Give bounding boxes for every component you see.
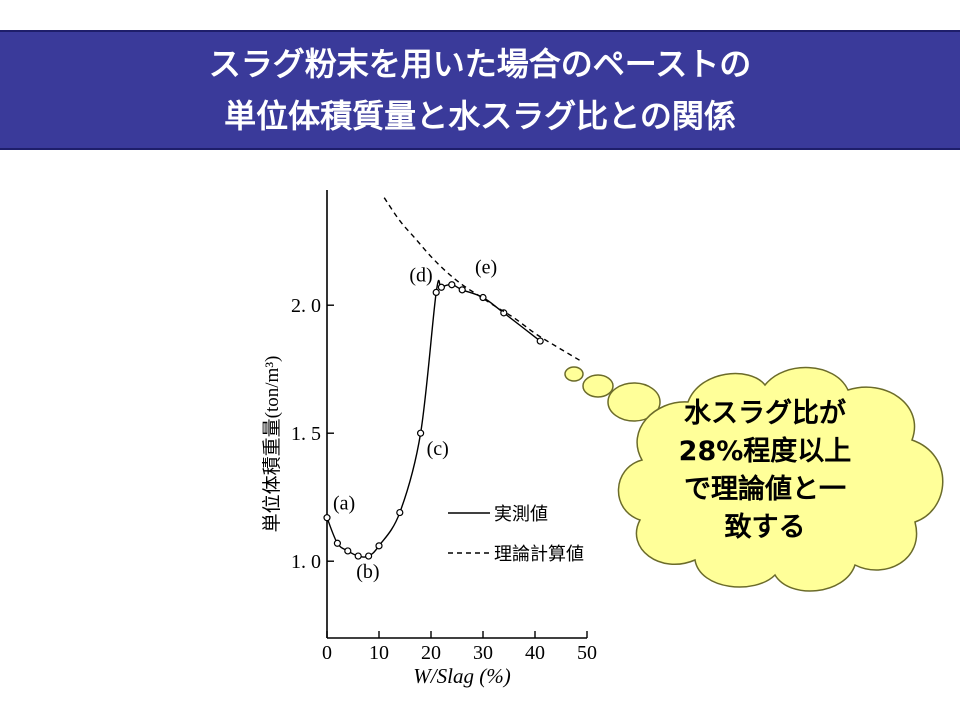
data-point: [448, 281, 456, 289]
callout-line-2: 28%程度以上: [678, 436, 852, 467]
legend-label: 理論計算値: [494, 544, 584, 564]
x-tick-label: 40: [525, 642, 545, 664]
y-tick-label: 1. 0: [291, 551, 321, 573]
callout-line-4: 致する: [724, 512, 806, 543]
callout-line-3: で理論値と一: [684, 474, 846, 505]
data-point: [323, 514, 331, 522]
title-bar: スラグ粉末を用いた場合のペーストの 単位体積質量と水スラグ比との関係: [0, 30, 960, 150]
point-annotation: (c): [427, 438, 449, 460]
series-line-theoretical: [383, 197, 583, 363]
data-point: [536, 337, 544, 345]
callout-text: 水スラグ比が 28%程度以上 で理論値と一 致する: [640, 395, 890, 547]
slide-title-line-2: 単位体積質量と水スラグ比との関係: [224, 97, 736, 135]
callout-cloud-shape: [564, 366, 944, 592]
point-annotation: (e): [475, 257, 497, 279]
data-point: [354, 552, 362, 560]
data-point: [458, 286, 466, 294]
x-tick-label: 50: [577, 642, 597, 664]
point-annotation: (a): [333, 493, 355, 515]
x-axis-label: W/Slag (%): [413, 664, 510, 688]
slide-title-line-1: スラグ粉末を用いた場合のペーストの: [208, 45, 752, 83]
data-point: [365, 552, 373, 560]
point-annotation: (d): [409, 264, 432, 286]
thought-dot-large: [607, 382, 661, 422]
legend-label: 実測値: [494, 504, 548, 524]
y-tick-label: 2. 0: [291, 295, 321, 317]
x-tick-label: 0: [322, 642, 332, 664]
data-point: [344, 547, 352, 555]
data-point: [437, 283, 445, 291]
callout-line-1: 水スラグ比が: [684, 398, 846, 429]
data-point: [417, 429, 425, 437]
thought-dot-medium: [582, 374, 614, 398]
x-tick-label: 20: [421, 642, 441, 664]
thought-dot-small: [564, 366, 584, 382]
point-annotation: (b): [356, 561, 379, 583]
data-point: [432, 288, 440, 296]
x-tick-label: 10: [369, 642, 389, 664]
data-point: [396, 508, 404, 517]
data-point: [375, 542, 383, 550]
cloud-body: [617, 366, 944, 592]
y-tick-label: 1. 5: [291, 423, 321, 445]
y-axis-label: 単位体積重量(ton/m³): [261, 356, 283, 533]
data-point: [479, 293, 487, 302]
data-point: [333, 539, 341, 547]
x-tick-label: 30: [473, 642, 493, 664]
